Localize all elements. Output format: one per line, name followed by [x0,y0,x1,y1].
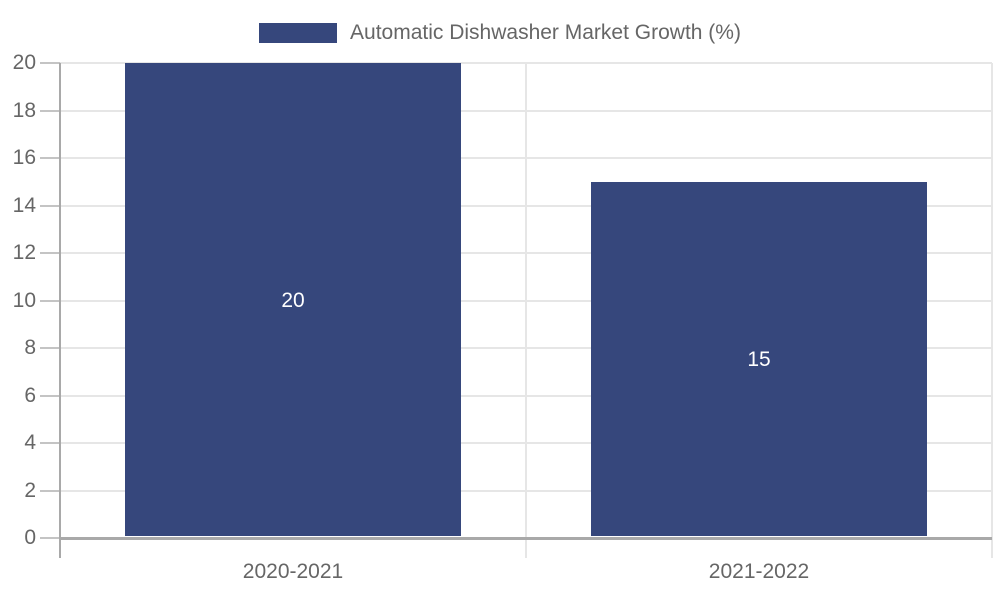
bar-value-label: 20 [281,288,305,312]
bar-value-label: 15 [747,347,771,371]
y-axis-tick-label: 14 [12,193,36,217]
legend-label: Automatic Dishwasher Market Growth (%) [350,21,741,44]
bar[interactable] [591,181,927,536]
y-axis-tick [40,109,60,112]
gridline-vertical [991,63,993,558]
gridline-vertical [525,63,527,558]
y-axis-tick [40,489,60,492]
y-axis-tick-label: 4 [24,431,36,454]
y-axis-tick-label: 0 [24,526,36,549]
y-axis-tick-label: 8 [24,336,36,359]
y-axis-line [59,63,61,558]
y-axis-tick-label: 16 [12,146,36,169]
y-axis-tick [40,347,60,349]
y-axis-tick [40,62,60,64]
y-axis-tick-label: 10 [12,288,36,312]
bar[interactable] [125,63,461,536]
x-axis-line [60,537,992,540]
x-axis-tick-label: 2020-2021 [242,560,344,583]
y-axis-tick-label: 12 [12,241,36,264]
y-axis-tick-label: 20 [12,51,36,74]
y-axis-tick [40,442,60,444]
y-axis-tick [40,299,60,302]
y-axis-tick [40,204,60,207]
legend[interactable]: Automatic Dishwasher Market Growth (%) [0,13,1000,53]
y-axis-tick [40,157,60,159]
y-axis-tick [40,394,60,397]
x-axis-tick-label: 2021-2022 [708,560,810,583]
legend-swatch [259,23,338,43]
y-axis-tick-label: 18 [12,98,36,122]
y-axis-tick [40,252,60,254]
y-axis-tick-label: 6 [24,383,36,407]
y-axis-tick [40,537,60,539]
y-axis-tick-label: 2 [24,478,36,502]
